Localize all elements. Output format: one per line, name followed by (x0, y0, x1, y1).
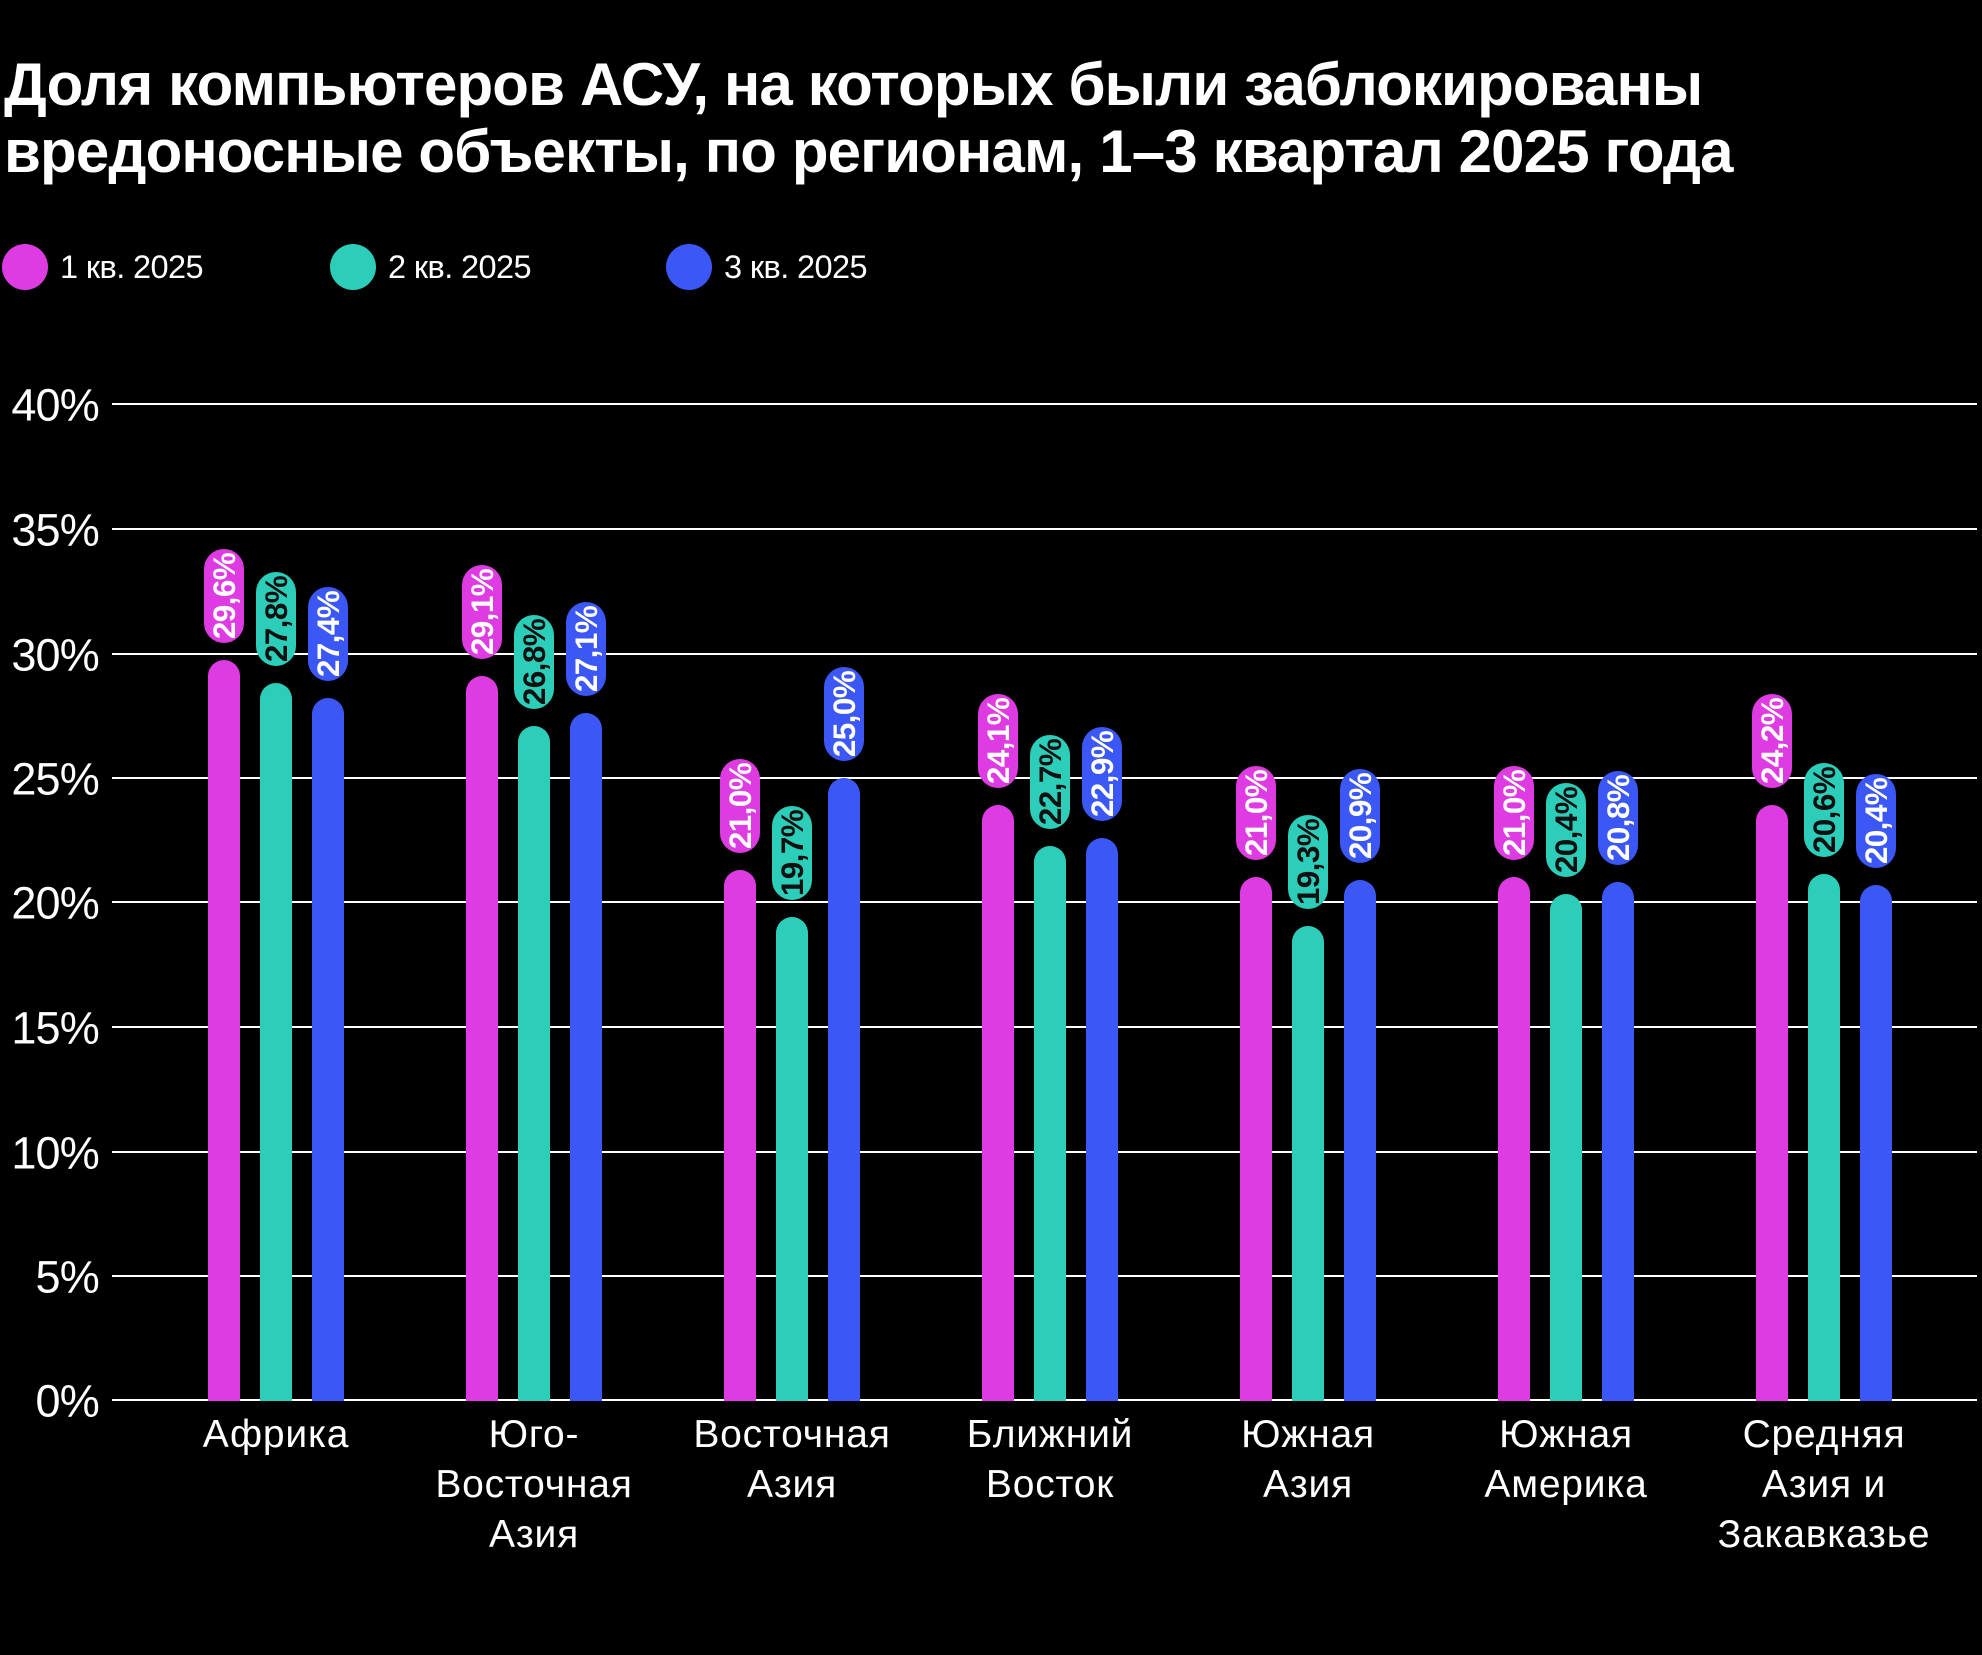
svg-text:20,9%: 20,9% (1342, 772, 1378, 859)
svg-text:24,2%: 24,2% (1754, 697, 1790, 784)
svg-text:27,1%: 27,1% (568, 605, 604, 692)
svg-text:30%: 30% (11, 630, 99, 681)
svg-text:Ближний: Ближний (967, 1413, 1134, 1456)
svg-text:Азия и: Азия и (1762, 1463, 1886, 1506)
svg-text:20,8%: 20,8% (1600, 774, 1636, 861)
svg-text:21,0%: 21,0% (1496, 769, 1532, 856)
svg-text:Африка: Африка (203, 1413, 349, 1456)
svg-text:15%: 15% (11, 1003, 99, 1054)
svg-text:24,1%: 24,1% (980, 697, 1016, 784)
svg-text:0%: 0% (36, 1376, 99, 1427)
svg-text:Восточная: Восточная (693, 1413, 890, 1456)
svg-text:Южная: Южная (1241, 1413, 1375, 1456)
svg-text:26,8%: 26,8% (516, 618, 552, 705)
svg-text:20,4%: 20,4% (1548, 786, 1584, 873)
svg-text:Азия: Азия (489, 1513, 579, 1556)
svg-text:27,4%: 27,4% (310, 590, 346, 677)
svg-text:Восточная: Восточная (435, 1463, 632, 1506)
svg-text:19,3%: 19,3% (1290, 818, 1326, 905)
svg-text:21,0%: 21,0% (722, 762, 758, 849)
svg-text:22,9%: 22,9% (1084, 730, 1120, 817)
svg-text:27,8%: 27,8% (258, 575, 294, 662)
svg-text:Южная: Южная (1499, 1413, 1633, 1456)
svg-text:5%: 5% (36, 1252, 99, 1303)
svg-text:20,6%: 20,6% (1806, 766, 1842, 853)
svg-text:40%: 40% (11, 380, 99, 431)
svg-text:35%: 35% (11, 505, 99, 556)
svg-text:25%: 25% (11, 754, 99, 805)
svg-text:Азия: Азия (747, 1463, 837, 1506)
svg-text:29,6%: 29,6% (206, 552, 242, 639)
svg-text:20%: 20% (11, 878, 99, 929)
svg-text:21,0%: 21,0% (1238, 769, 1274, 856)
svg-text:Закавказье: Закавказье (1718, 1513, 1931, 1556)
svg-text:Азия: Азия (1263, 1463, 1353, 1506)
svg-text:25,0%: 25,0% (826, 670, 862, 757)
svg-text:29,1%: 29,1% (464, 568, 500, 655)
svg-text:Юго-: Юго- (489, 1413, 580, 1456)
svg-text:Средняя: Средняя (1743, 1413, 1906, 1456)
svg-text:20,4%: 20,4% (1858, 777, 1894, 864)
svg-text:10%: 10% (11, 1128, 99, 1179)
svg-text:22,7%: 22,7% (1032, 738, 1068, 825)
svg-text:Восток: Восток (986, 1463, 1114, 1506)
svg-text:Америка: Америка (1484, 1463, 1647, 1506)
svg-text:19,7%: 19,7% (774, 809, 810, 896)
